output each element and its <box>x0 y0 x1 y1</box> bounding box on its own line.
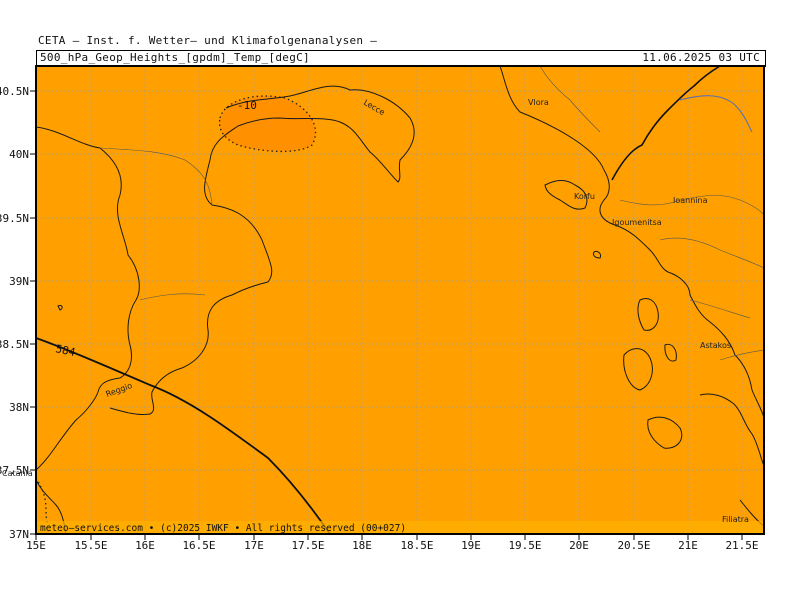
country-borders <box>611 66 721 181</box>
lat-label: 40N <box>9 148 29 161</box>
lat-label: 39.5N <box>0 212 29 225</box>
lat-label: 39N <box>9 275 29 288</box>
temperature-contour-sw <box>36 477 51 534</box>
lon-label: 19.5E <box>508 539 541 552</box>
place-korfu: Korfu <box>574 192 595 201</box>
longitude-labels: 15E 15.5E 16E 16.5E 17E 17.5E 18E 18.5E … <box>26 539 759 552</box>
chart-date: 11.06.2025 03 UTC <box>642 51 760 64</box>
footer-credit: meteo–services.com • (c)2025 IWKF • All … <box>40 523 406 534</box>
latitude-labels: 40.5N 40N 39.5N 39N 38.5N 38N 37.5N 37N <box>0 85 29 541</box>
place-igoumenitsa: Igoumenitsa <box>612 218 662 227</box>
lon-label: 17.5E <box>291 539 324 552</box>
lat-label: 38N <box>9 401 29 414</box>
lon-label: 16.5E <box>182 539 215 552</box>
place-astakos: Astakos <box>700 341 731 350</box>
lon-label: 21E <box>678 539 698 552</box>
chart-subtitle: 500_hPa_Geop_Heights_[gpdm]_Temp_[degC] <box>40 51 310 64</box>
lon-label: 17E <box>244 539 264 552</box>
cold-pocket-contour <box>218 95 317 153</box>
lat-label: 37N <box>9 528 29 541</box>
lon-label: 18E <box>352 539 372 552</box>
chart-title: CETA – Inst. f. Wetter– und Klimafolgena… <box>38 34 378 47</box>
map-frame <box>35 65 765 535</box>
label-minus-10: -10 <box>237 99 257 112</box>
region-boundaries <box>99 66 764 361</box>
place-catania: Catania <box>2 469 33 478</box>
lon-label: 20.5E <box>617 539 650 552</box>
lon-label: 18.5E <box>400 539 433 552</box>
label-584: 584 <box>54 342 77 359</box>
footer-band <box>36 521 764 534</box>
lon-label: 16E <box>135 539 155 552</box>
place-ioannina: Ioannina <box>673 196 708 205</box>
lon-label: 15.5E <box>74 539 107 552</box>
lat-label: 38.5N <box>0 338 29 351</box>
lon-label: 21.5E <box>725 539 758 552</box>
lon-label: 20E <box>569 539 589 552</box>
lon-label: 19E <box>461 539 481 552</box>
graticule <box>36 66 764 534</box>
river <box>679 95 753 133</box>
axis-ticks <box>30 90 743 540</box>
lat-label: 37.5N <box>0 464 29 477</box>
lon-label: 15E <box>26 539 46 552</box>
place-filiatra: Filiatra <box>722 515 749 524</box>
place-vlora: Vlora <box>528 98 549 107</box>
lat-label: 40.5N <box>0 85 29 98</box>
geopotential-contour <box>36 337 331 534</box>
